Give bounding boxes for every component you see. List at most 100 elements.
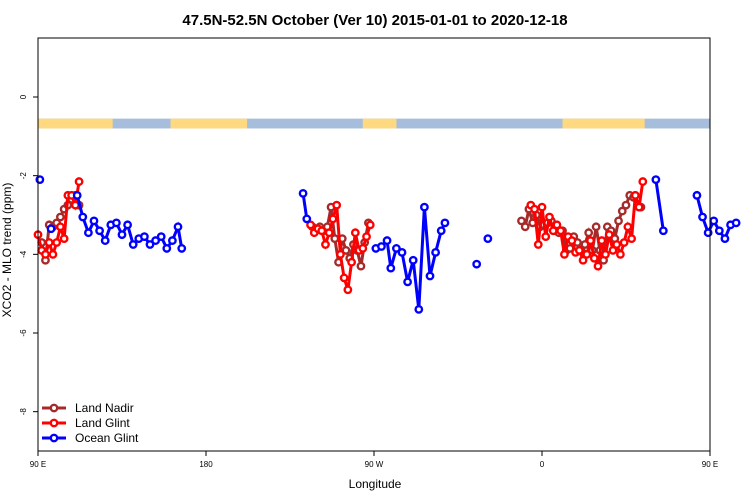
data-point <box>638 177 648 186</box>
data-point <box>591 222 601 232</box>
data-point <box>541 232 551 242</box>
data-point <box>100 236 110 245</box>
data-point <box>567 236 577 245</box>
series-line <box>654 179 665 231</box>
x-tick-label: 90 E <box>702 460 718 469</box>
data-point <box>556 226 566 236</box>
data-point <box>517 216 526 226</box>
data-point <box>335 249 345 259</box>
data-point <box>41 249 50 259</box>
data-point <box>358 244 368 253</box>
data-point <box>177 244 187 253</box>
data-point <box>537 202 547 212</box>
data-point <box>173 222 183 232</box>
legend-swatch-marker <box>49 418 59 428</box>
data-point <box>574 245 584 255</box>
data-point <box>419 202 429 212</box>
data-point <box>362 232 371 242</box>
data-point <box>720 234 730 244</box>
data-point <box>151 236 161 245</box>
data-point <box>614 216 623 226</box>
data-point <box>350 228 360 238</box>
data-point <box>343 285 353 295</box>
land-band <box>170 118 248 129</box>
data-point <box>95 226 105 236</box>
data-point <box>317 226 327 236</box>
land-band <box>562 118 645 129</box>
data-point <box>530 204 539 214</box>
data-point <box>365 220 375 230</box>
y-tick-label: 0 <box>19 94 28 99</box>
data-point <box>52 238 62 247</box>
series-layer <box>33 175 741 314</box>
data-point <box>472 259 482 269</box>
legend-label: Land Glint <box>75 416 130 430</box>
data-point <box>616 249 625 259</box>
data-point <box>324 228 334 238</box>
data-point <box>403 277 412 287</box>
data-point <box>627 234 636 244</box>
data-point <box>44 238 54 247</box>
legend-swatch-marker <box>49 403 59 413</box>
x-axis: 90 E 180 90 W 0 90 E <box>30 451 718 469</box>
data-point <box>328 214 338 224</box>
data-point <box>162 244 172 253</box>
data-point <box>597 236 607 245</box>
data-point <box>112 218 121 228</box>
y-axis: 0 -2 -4 -6 -8 <box>19 94 38 415</box>
data-point <box>533 240 543 249</box>
data-point <box>589 253 599 263</box>
data-point <box>436 226 446 236</box>
data-point <box>391 244 401 253</box>
data-point <box>582 249 592 259</box>
land-band <box>38 118 113 129</box>
x-axis-label: Longitude <box>349 477 402 491</box>
data-point <box>156 232 166 242</box>
data-point <box>84 228 93 238</box>
y-axis-label: XCO2 - MLO trend (ppm) <box>0 183 14 318</box>
x-tick-label: 90 E <box>30 460 46 469</box>
data-point <box>431 247 440 257</box>
data-point <box>382 236 392 245</box>
data-point <box>731 218 741 228</box>
data-point <box>332 200 342 210</box>
data-point <box>623 222 633 232</box>
data-point <box>347 257 356 267</box>
data-point <box>356 261 366 271</box>
x-tick-label: 0 <box>540 460 545 469</box>
data-point <box>89 216 99 226</box>
data-point <box>306 220 315 230</box>
data-point <box>604 230 614 240</box>
land-ocean-strip <box>38 118 710 129</box>
legend-item: Land Nadir <box>42 401 134 415</box>
data-point <box>634 202 644 212</box>
data-point <box>714 226 724 236</box>
data-point <box>59 234 69 244</box>
data-point <box>520 222 530 232</box>
data-point <box>692 190 702 200</box>
legend-item: Land Glint <box>42 416 130 430</box>
data-point <box>414 304 424 314</box>
data-point <box>330 234 340 244</box>
data-point <box>397 247 407 257</box>
data-point <box>298 188 308 198</box>
land-band <box>362 118 397 129</box>
data-point <box>621 200 631 210</box>
y-tick-label: -8 <box>19 408 28 416</box>
data-point <box>601 249 610 259</box>
data-point <box>123 220 133 230</box>
data-point <box>545 212 554 222</box>
data-point <box>408 255 418 265</box>
x-tick-label: 180 <box>199 460 213 469</box>
data-point <box>612 240 622 249</box>
data-point <box>483 234 493 244</box>
data-point <box>386 263 396 273</box>
data-point <box>128 240 138 249</box>
data-point <box>698 212 707 222</box>
data-point <box>658 226 668 236</box>
data-point <box>74 177 84 186</box>
data-point <box>578 255 588 265</box>
data-point <box>425 271 435 281</box>
